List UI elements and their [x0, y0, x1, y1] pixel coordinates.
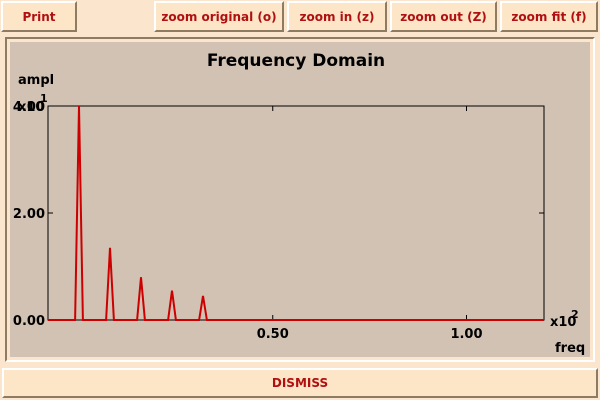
frequency-domain-chart: Frequency Domain ampl x10 1 x10 2 freq 0… [13, 51, 585, 356]
zoom-out-button[interactable]: zoom out (Z) [390, 1, 497, 32]
x-tick-label: 0.50 [257, 327, 289, 342]
y-tick-label: 0.00 [13, 314, 45, 329]
y-multiplier-base: x10 [18, 100, 44, 115]
series-group [48, 105, 544, 321]
x-multiplier-exponent: 2 [571, 308, 579, 321]
x-multiplier: x10 2 [550, 308, 579, 330]
y-axis-label: ampl [18, 73, 54, 88]
y-tick-label: 4.00 [13, 100, 45, 115]
y-axis-ticks: 0.00 2.00 4.00 [13, 100, 544, 329]
series-line [48, 105, 544, 321]
y-tick-label: 2.00 [13, 207, 45, 222]
plot-area-border [47, 105, 545, 321]
x-multiplier-base: x10 [550, 315, 576, 330]
x-axis-label: freq [555, 341, 585, 356]
plot-panel: Frequency Domain ampl x10 1 x10 2 freq 0… [10, 42, 590, 357]
y-multiplier-exponent: 1 [40, 92, 48, 105]
chart-title: Frequency Domain [207, 51, 385, 71]
y-multiplier: x10 1 [18, 92, 48, 115]
dismiss-button[interactable]: DISMISS [2, 368, 598, 398]
x-axis-ticks: 0.50 1.00 [257, 106, 483, 342]
print-button[interactable]: Print [1, 1, 77, 32]
zoom-in-button[interactable]: zoom in (z) [287, 1, 387, 32]
zoom-fit-button[interactable]: zoom fit (f) [500, 1, 598, 32]
x-tick-label: 1.00 [450, 327, 482, 342]
zoom-original-button[interactable]: zoom original (o) [154, 1, 284, 32]
